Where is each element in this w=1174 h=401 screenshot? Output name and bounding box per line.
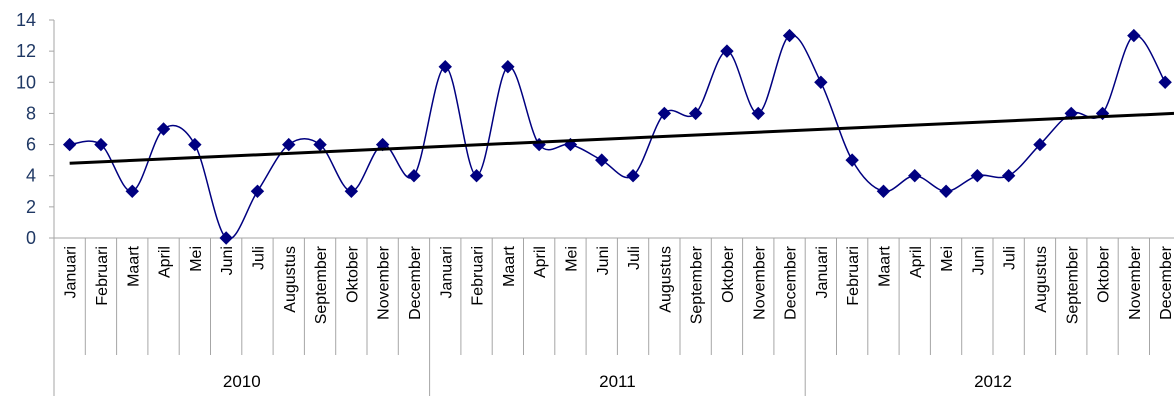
x-tick-label: Juni [970,246,987,275]
data-point [688,106,703,121]
x-tick-label: April [157,246,174,278]
y-tick-label: 12 [16,41,36,61]
x-tick-label: Mei [563,246,580,272]
x-tick-label: Mei [939,246,956,272]
x-tick-label: November [1127,245,1144,319]
data-point [657,106,672,121]
x-tick-label: Augustus [282,246,299,313]
data-point [908,169,922,183]
data-point [188,137,202,152]
data-point [344,184,359,198]
data-point [219,231,233,245]
x-tick-label: Juni [595,246,612,275]
data-point [62,137,77,152]
data-point [1001,169,1016,183]
data-point [156,122,171,136]
x-tick-label: Januari [438,246,455,298]
data-point [876,184,891,198]
x-tick-label: Maart [876,245,893,286]
data-point [970,169,985,183]
data-point [1158,75,1172,89]
trendline-line [69,111,1174,165]
x-tick-label: Augustus [657,246,674,313]
x-tick-label: December [407,245,424,319]
x-tick-label: Maart [501,245,518,286]
data-point [939,184,953,198]
data-point [469,169,484,183]
x-tick-label: Oktober [720,245,737,303]
trendline [69,111,1174,165]
x-tick-label: September [1064,245,1081,324]
data-point [94,137,108,152]
x-axis-month-labels: Januari Februari Maart April Mei Juni Juli Augu… [63,245,1174,324]
x-tick-label: Juli [1002,246,1019,270]
data-point [1033,137,1047,152]
y-tick-label: 8 [26,103,36,123]
data-point [1127,28,1141,43]
x-tick-label: Oktober [1096,245,1113,303]
data-point [125,184,139,198]
year-label: 2012 [974,372,1012,391]
y-tick-label: 14 [16,10,36,30]
data-point [501,60,515,74]
data-point [814,75,828,89]
x-tick-label: Februari [94,246,111,306]
year-label: 2010 [223,372,261,391]
year-label: 2011 [599,372,636,391]
data-markers [62,28,1172,245]
data-point [751,106,765,121]
x-tick-label: April [908,246,925,278]
x-tick-label: Juni [219,246,236,275]
data-point [595,153,609,167]
x-tick-label: Augustus [1033,246,1050,313]
x-tick-label: Juli [626,246,643,270]
series [69,34,1166,240]
x-tick-label: September [313,245,330,324]
data-point [626,169,640,183]
y-tick-label: 10 [16,72,36,92]
series-line [69,34,1166,240]
x-tick-label: November [376,245,393,319]
y-tick-label: 2 [26,197,36,217]
y-tick-label: 4 [26,166,36,186]
data-point [407,169,421,183]
x-tick-label: Juli [250,246,267,270]
x-axis-year-labels: 2010 2011 2012 [223,372,1012,391]
x-tick-label: Maart [125,245,142,286]
x-tick-label: Mei [188,246,205,272]
x-tick-label: Oktober [344,245,361,303]
x-tick-label: Februari [845,246,862,306]
x-tick-label: Januari [814,246,831,298]
x-tick-label: April [532,246,549,278]
x-tick-label: November [751,245,768,319]
x-tick-label: Januari [63,246,80,298]
x-tick-label: December [1158,245,1174,319]
data-point [720,44,734,58]
y-axis-ticks: 0 2 4 6 8 10 12 14 [16,10,36,248]
x-tick-label: September [689,245,706,324]
y-tick-label: 6 [26,135,36,155]
y-tick-label: 0 [26,228,36,248]
data-point [845,153,859,167]
data-point [782,28,797,43]
x-tick-label: Februari [470,246,487,306]
data-point [438,60,452,74]
data-point [282,137,296,152]
data-point [250,184,265,198]
axes [49,19,1174,396]
x-tick-label: December [783,245,800,319]
